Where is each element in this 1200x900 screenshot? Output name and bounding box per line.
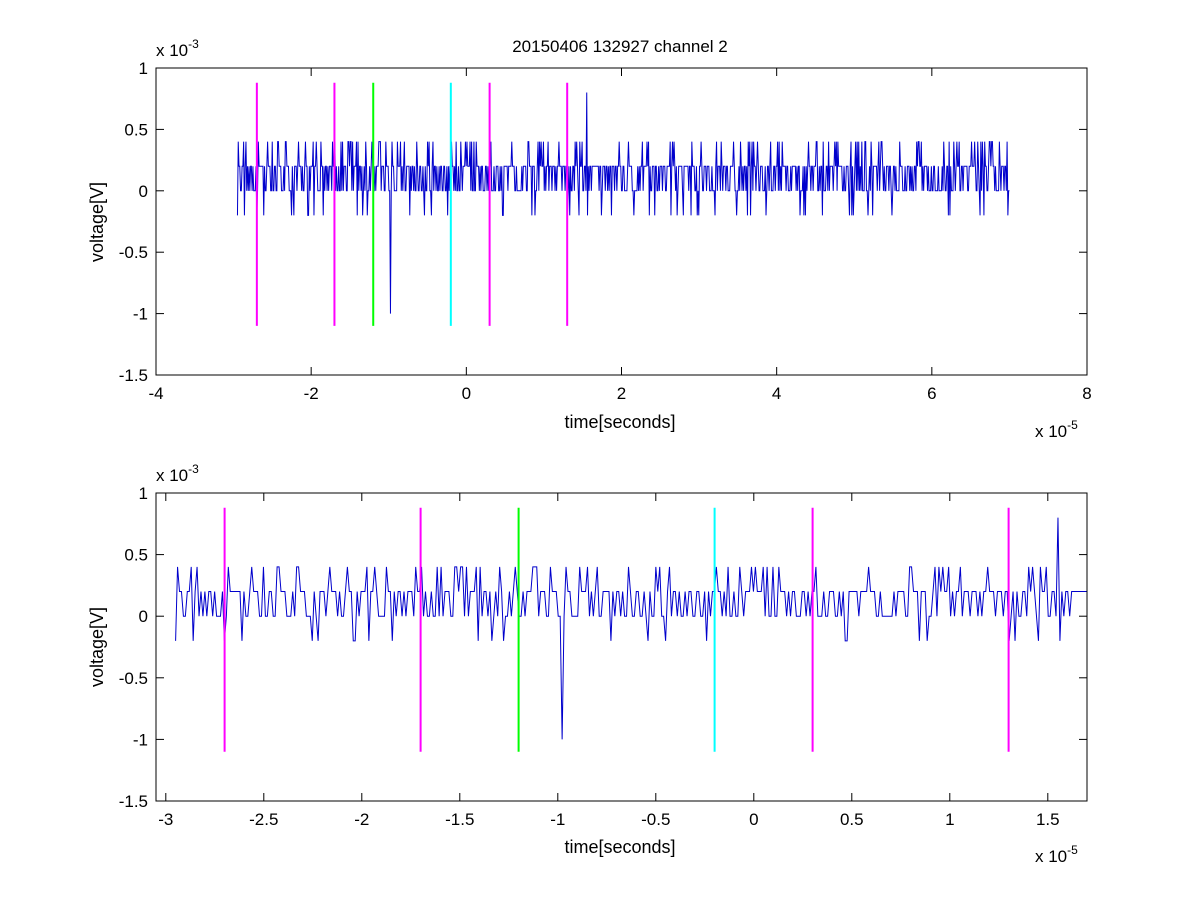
- top-plot-xlabel: time[seconds]: [564, 412, 675, 432]
- bottom-plot-ytick-label: 1: [139, 484, 148, 503]
- top-plot-panel: -4 -2 0 2 4 6 8 1 0.5 0 -0.5 -1 -1.5 time[seconds] v…: [87, 37, 1092, 441]
- top-plot-y-multiplier-base: x 10: [156, 41, 188, 60]
- bottom-plot-ylabel: voltage[V]: [87, 607, 107, 687]
- top-plot-x-multiplier-exponent: -5: [1067, 418, 1078, 432]
- bottom-plot-ytick-label: -1: [133, 730, 148, 749]
- bottom-plot-xtick-label: -2.5: [249, 810, 278, 829]
- top-plot-ylabel: voltage[V]: [87, 182, 107, 262]
- bottom-plot-content: [175, 507, 1087, 752]
- bottom-plot-ytick-label: 0.5: [124, 546, 148, 565]
- bottom-plot-panel: -3 -2.5 -2 -1.5 -1 -0.5 0 0.5 1 1.5 1 0.5 0 -0.5 -1 -1.…: [87, 462, 1088, 866]
- top-plot-ytick-label: 1: [139, 59, 148, 78]
- top-plot-signal-trace: [236, 92, 1010, 314]
- bottom-plot-xlabel: time[seconds]: [564, 837, 675, 857]
- bottom-plot-xtick-label: -1: [550, 810, 565, 829]
- bottom-plot-y-multiplier-base: x 10: [156, 466, 188, 485]
- top-plot-xtick-label: 2: [617, 384, 626, 403]
- bottom-plot-y-multiplier-exponent: -3: [188, 462, 199, 476]
- bottom-plot-ytick-label: 0: [139, 607, 148, 626]
- top-plot-ytick-label: -1.5: [119, 366, 148, 385]
- bottom-plot-xtick-label: 1: [945, 810, 954, 829]
- bottom-plot-ticks: -3 -2.5 -2 -1.5 -1 -0.5 0 0.5 1 1.5 1 0.5 0 -0.5 -1 -1.…: [119, 484, 1087, 829]
- top-plot-axes-frame: [155, 67, 1088, 376]
- bottom-plot-x-multiplier: x 10-5: [1035, 843, 1078, 866]
- top-plot-y-multiplier: x 10-3: [156, 37, 199, 60]
- top-plot-xtick-label: 6: [927, 384, 936, 403]
- top-plot-x-multiplier-base: x 10: [1035, 422, 1067, 441]
- top-plot-xtick-label: -2: [304, 384, 319, 403]
- top-plot-x-multiplier: x 10-5: [1035, 418, 1078, 441]
- bottom-plot-signal-trace: [175, 517, 1087, 740]
- top-plot-xtick-label: 0: [462, 384, 471, 403]
- top-plot-ytick-label: -1: [133, 305, 148, 324]
- top-plot-xtick-label: 4: [772, 384, 781, 403]
- bottom-plot-ytick-label: -0.5: [119, 669, 148, 688]
- top-plot-ytick-label: -0.5: [119, 243, 148, 262]
- top-plot-xtick-label: -4: [148, 384, 163, 403]
- bottom-plot-axes-frame: [155, 492, 1088, 802]
- top-plot-ticks: -4 -2 0 2 4 6 8 1 0.5 0 -0.5 -1 -1.5: [119, 59, 1092, 403]
- bottom-plot-xtick-label: 0: [749, 810, 758, 829]
- bottom-plot-ytick-label: -1.5: [119, 792, 148, 811]
- bottom-plot-x-multiplier-base: x 10: [1035, 847, 1067, 866]
- bottom-plot-y-multiplier: x 10-3: [156, 462, 199, 485]
- top-plot-content: [236, 82, 1010, 326]
- bottom-plot-xtick-label: -1.5: [445, 810, 474, 829]
- top-plot-xtick-label: 8: [1082, 384, 1091, 403]
- top-plot-ytick-label: 0.5: [124, 120, 148, 139]
- bottom-plot-xtick-label: 0.5: [840, 810, 864, 829]
- bottom-plot-xtick-label: -3: [158, 810, 173, 829]
- bottom-plot-xtick-label: -2: [354, 810, 369, 829]
- figure-title: 20150406 132927 channel 2: [512, 37, 728, 56]
- bottom-plot-x-multiplier-exponent: -5: [1067, 843, 1078, 857]
- top-plot-y-multiplier-exponent: -3: [188, 37, 199, 51]
- bottom-plot-xtick-label: 1.5: [1036, 810, 1060, 829]
- bottom-plot-xtick-label: -0.5: [641, 810, 670, 829]
- top-plot-ytick-label: 0: [139, 182, 148, 201]
